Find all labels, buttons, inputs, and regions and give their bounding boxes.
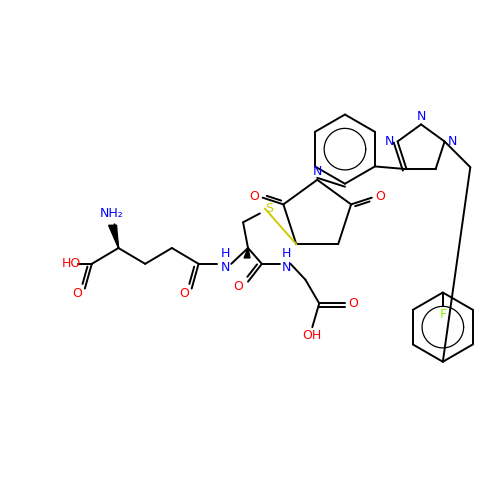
Text: O: O xyxy=(376,190,385,202)
Text: N: N xyxy=(385,135,394,148)
Text: N: N xyxy=(282,262,292,274)
Text: S: S xyxy=(265,202,273,215)
Text: N: N xyxy=(448,135,457,148)
Text: H: H xyxy=(220,248,230,260)
Text: O: O xyxy=(233,280,243,293)
Text: NH₂: NH₂ xyxy=(100,207,124,220)
Text: N: N xyxy=(220,262,230,274)
Text: N: N xyxy=(312,166,322,178)
Polygon shape xyxy=(244,248,250,258)
Text: O: O xyxy=(179,287,188,300)
Text: HO: HO xyxy=(62,258,80,270)
Text: O: O xyxy=(250,190,259,202)
Text: H: H xyxy=(282,248,292,260)
Text: O: O xyxy=(348,297,358,310)
Text: OH: OH xyxy=(302,328,322,342)
Text: F: F xyxy=(440,308,446,321)
Text: N: N xyxy=(416,110,426,123)
Text: O: O xyxy=(72,287,82,300)
Polygon shape xyxy=(108,226,118,248)
